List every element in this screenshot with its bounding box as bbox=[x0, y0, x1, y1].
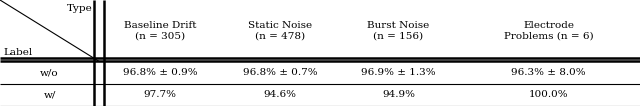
Text: 96.9% ± 1.3%: 96.9% ± 1.3% bbox=[361, 68, 436, 77]
Text: 96.8% ± 0.9%: 96.8% ± 0.9% bbox=[123, 68, 197, 77]
Text: 97.7%: 97.7% bbox=[143, 90, 177, 99]
Text: 96.8% ± 0.7%: 96.8% ± 0.7% bbox=[243, 68, 317, 77]
Text: 94.6%: 94.6% bbox=[264, 90, 296, 99]
Text: w/: w/ bbox=[44, 90, 56, 99]
Text: Burst Noise
(n = 156): Burst Noise (n = 156) bbox=[367, 21, 429, 40]
Text: 94.9%: 94.9% bbox=[382, 90, 415, 99]
Text: Label: Label bbox=[3, 48, 33, 57]
Text: Static Noise
(n = 478): Static Noise (n = 478) bbox=[248, 21, 312, 40]
Text: Baseline Drift
(n = 305): Baseline Drift (n = 305) bbox=[124, 21, 196, 40]
Text: w/o: w/o bbox=[40, 68, 59, 77]
Text: Electrode
Problems (n = 6): Electrode Problems (n = 6) bbox=[504, 21, 594, 40]
Text: Type: Type bbox=[67, 4, 93, 13]
Text: 96.3% ± 8.0%: 96.3% ± 8.0% bbox=[511, 68, 586, 77]
Text: 100.0%: 100.0% bbox=[529, 90, 568, 99]
